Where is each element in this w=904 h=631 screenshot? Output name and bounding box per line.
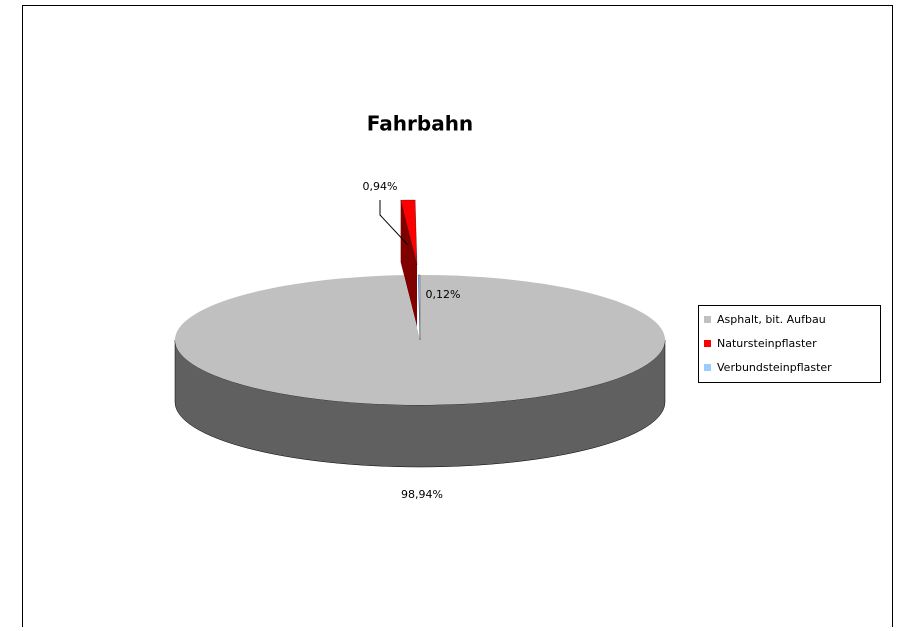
data-label: 98,94%	[401, 488, 443, 501]
data-label: 0,12%	[426, 288, 461, 301]
leader-line	[379, 200, 409, 246]
legend-swatch	[704, 364, 711, 371]
data-label: 0,94%	[363, 180, 398, 193]
pie-side	[174, 339, 666, 468]
legend	[698, 305, 881, 383]
legend-label: Asphalt, bit. Aufbau	[717, 313, 826, 326]
slice-side	[400, 200, 417, 327]
legend-label: Natursteinpflaster	[717, 337, 817, 350]
chart-title: Fahrbahn	[367, 112, 473, 136]
pie-slice	[417, 274, 421, 341]
legend-swatch	[704, 340, 711, 347]
pie-slice	[400, 199, 418, 266]
legend-label: Verbundsteinpflaster	[717, 361, 832, 374]
legend-swatch	[704, 316, 711, 323]
